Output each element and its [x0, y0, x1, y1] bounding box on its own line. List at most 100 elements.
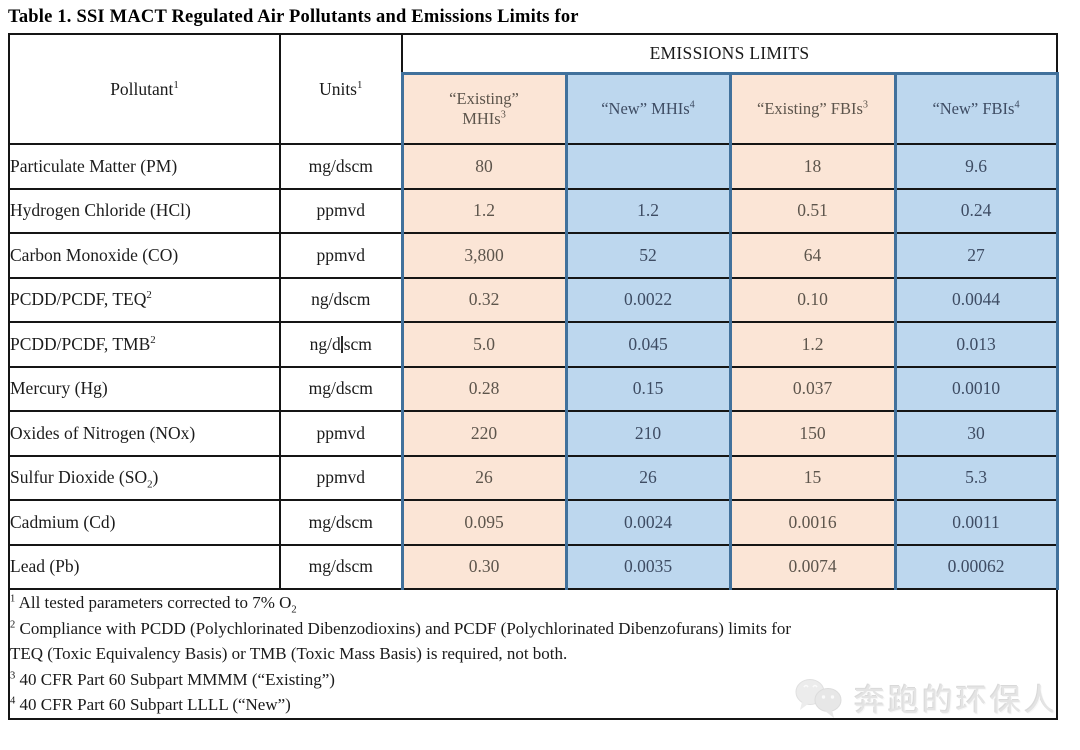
pollutant-name: Hydrogen Chloride (HCl) — [10, 200, 191, 221]
footnote-text: 40 CFR Part 60 Subpart LLLL (“New”) — [15, 695, 291, 714]
new-mhi-value-cell — [564, 143, 732, 190]
chem-subscript: 2 — [147, 478, 153, 491]
table-row: Hydrogen Chloride (HCl) ppmvd 1.2 1.2 0.… — [8, 187, 1059, 234]
pollutant-name: Carbon Monoxide (CO) — [10, 244, 179, 265]
pollutant-header-label: Pollutant — [110, 78, 174, 99]
units-cell: ppmvd — [279, 187, 403, 234]
units-cell: mg/dscm — [279, 365, 403, 412]
emissions-limits-header: EMISSIONS LIMITS — [400, 33, 1059, 75]
footnote-number: 3 — [10, 669, 16, 681]
footnote-ref: 2 — [146, 289, 152, 302]
existing-mhi-value-cell: 0.095 — [400, 499, 568, 546]
units-text-after-cursor: scm — [343, 333, 372, 354]
footnote-number: 2 — [10, 618, 16, 630]
header-line2: “New” FBIs — [932, 99, 1015, 118]
units-cell: ppmvd — [279, 410, 403, 457]
existing-mhi-value-cell: 80 — [400, 143, 568, 190]
new-fbi-value-cell: 30 — [893, 410, 1059, 457]
pollutant-cell: Particulate Matter (PM) — [8, 143, 281, 190]
pollutant-name: PCDD/PCDF, TEQ — [10, 289, 147, 310]
units-cell: mg/dscm — [279, 543, 403, 590]
new-mhi-value-cell: 1.2 — [564, 187, 732, 234]
new-fbi-value-cell: 5.3 — [893, 454, 1059, 501]
units-cell: ppmvd — [279, 232, 403, 279]
table-row: PCDD/PCDF, TMB2 ng/d scm 5.0 0.045 1.2 0.… — [8, 321, 1059, 368]
table-row: PCDD/PCDF, TEQ2 ng/dscm 0.32 0.0022 0.10… — [8, 276, 1059, 323]
new-fbi-value-cell: 0.00062 — [893, 543, 1059, 590]
existing-fbi-value-cell: 0.51 — [728, 187, 897, 234]
pollutant-name: Particulate Matter (PM) — [10, 155, 178, 176]
new-mhi-value-cell: 210 — [564, 410, 732, 457]
header-line2: “New” MHIs — [601, 99, 690, 118]
footnote-text: Compliance with PCDD (Polychlorinated Di… — [10, 618, 792, 664]
units-header-footnote-ref: 1 — [357, 78, 363, 91]
units-cell: ng/dscm — [279, 276, 403, 323]
pollutant-cell: Oxides of Nitrogen (NOx) — [8, 410, 281, 457]
header-line2: MHIs — [462, 109, 501, 128]
table-row: Mercury (Hg) mg/dscm 0.28 0.15 0.037 0.0… — [8, 365, 1059, 412]
text-cursor — [340, 335, 343, 353]
pollutant-cell: PCDD/PCDF, TMB2 — [8, 321, 281, 368]
units-cell: mg/dscm — [279, 143, 403, 190]
existing-mhi-value-cell: 220 — [400, 410, 568, 457]
pollutant-name: PCDD/PCDF, TMB — [10, 333, 151, 354]
pollutant-name: Sulfur Dioxide (SO — [10, 467, 148, 488]
existing-mhi-value-cell: 1.2 — [400, 187, 568, 234]
pollutant-cell: PCDD/PCDF, TEQ2 — [8, 276, 281, 323]
units-cell: ppmvd — [279, 454, 403, 501]
existing-fbi-value-cell: 64 — [728, 232, 897, 279]
new-mhi-column-header: “New” MHIs4 — [564, 72, 732, 145]
footnotes-row: 1 All tested parameters corrected to 7% … — [7, 588, 1059, 720]
units-text-before-cursor: ng/d — [309, 333, 341, 354]
pollutant-name: Lead (Pb) — [10, 556, 80, 577]
units-header-label: Units — [319, 78, 357, 99]
new-mhi-value-cell: 26 — [564, 454, 732, 501]
footnote-number: 1 — [10, 593, 16, 605]
existing-fbi-value-cell: 0.10 — [728, 276, 897, 323]
existing-fbi-value-cell: 1.2 — [728, 321, 897, 368]
header-line2: “Existing” FBIs — [757, 99, 863, 118]
footnote-1: 1 All tested parameters corrected to 7% … — [10, 590, 1056, 616]
existing-fbi-value-cell: 0.0016 — [728, 499, 897, 546]
existing-mhi-column-header: “Existing” MHIs3 — [400, 72, 568, 145]
footnote-ref: 4 — [689, 99, 695, 111]
new-mhi-value-cell: 0.0035 — [564, 543, 732, 590]
footnote-ref: 3 — [862, 99, 868, 111]
units-cell: mg/dscm — [279, 499, 403, 546]
footnote-3: 3 40 CFR Part 60 Subpart MMMM (“Existing… — [10, 667, 1056, 693]
pollutant-name: Oxides of Nitrogen (NOx) — [10, 422, 196, 443]
footnote-ref: 3 — [500, 109, 506, 121]
existing-mhi-value-cell: 5.0 — [400, 321, 568, 368]
pollutant-name-tail: ) — [152, 467, 159, 488]
new-mhi-value-cell: 52 — [564, 232, 732, 279]
existing-mhi-value-cell: 0.30 — [400, 543, 568, 590]
new-fbi-value-cell: 0.0044 — [893, 276, 1059, 323]
header-row-top: Pollutant1 Units1 EMISSIONS LIMITS — [8, 33, 1059, 145]
existing-mhi-value-cell: 26 — [400, 454, 568, 501]
table-row: Lead (Pb) mg/dscm 0.30 0.0035 0.0074 0.0… — [8, 543, 1059, 590]
pollutant-column-header: Pollutant1 — [8, 33, 281, 145]
chem-subscript: 2 — [291, 604, 297, 616]
new-fbi-value-cell: 9.6 — [893, 143, 1059, 190]
existing-mhi-value-cell: 0.28 — [400, 365, 568, 412]
table-row: Sulfur Dioxide (SO2) ppmvd 26 26 15 5.3 — [8, 454, 1059, 501]
footnotes-block: 1 All tested parameters corrected to 7% … — [7, 588, 1059, 720]
header-line1: “Existing” — [449, 89, 519, 108]
existing-mhi-value-cell: 3,800 — [400, 232, 568, 279]
footnote-ref: 4 — [1014, 99, 1020, 111]
existing-fbi-value-cell: 15 — [728, 454, 897, 501]
pollutant-header-footnote-ref: 1 — [173, 78, 179, 91]
table-row: Cadmium (Cd) mg/dscm 0.095 0.0024 0.0016… — [8, 499, 1059, 546]
footnote-number: 4 — [10, 695, 16, 707]
footnote-2: 2 Compliance with PCDD (Polychlorinated … — [10, 616, 1056, 667]
footnote-4: 4 40 CFR Part 60 Subpart LLLL (“New”) — [10, 692, 1056, 718]
pollutant-cell: Lead (Pb) — [8, 543, 281, 590]
new-fbi-value-cell: 0.013 — [893, 321, 1059, 368]
new-fbi-column-header: “New” FBIs4 — [893, 72, 1059, 145]
new-fbi-value-cell: 0.24 — [893, 187, 1059, 234]
new-mhi-value-cell: 0.15 — [564, 365, 732, 412]
units-column-header: Units1 — [279, 33, 403, 145]
existing-fbi-value-cell: 0.037 — [728, 365, 897, 412]
pollutant-cell: Mercury (Hg) — [8, 365, 281, 412]
